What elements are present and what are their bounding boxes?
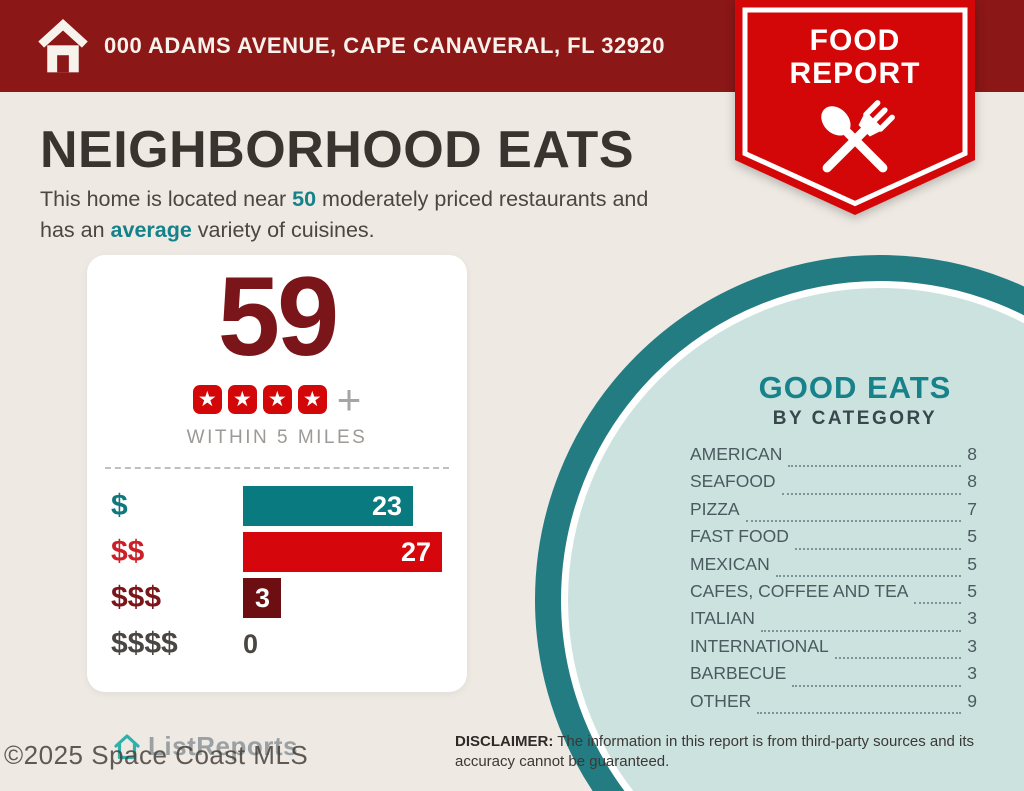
variety-highlight: average <box>110 218 192 242</box>
dot-leader <box>792 684 962 687</box>
mls-watermark: ©2025 Space Coast MLS <box>4 740 309 770</box>
bar-two-dollar: 27 <box>243 532 442 572</box>
bar-four-dollar: 0 <box>243 624 447 664</box>
dot-leader <box>757 711 962 714</box>
list-item: AMERICAN 8 <box>690 444 977 471</box>
star-icon: ★ <box>262 385 292 414</box>
list-item: INTERNATIONAL 3 <box>690 636 977 663</box>
category-label: BARBECUE <box>690 663 787 684</box>
dot-leader <box>788 465 962 468</box>
category-value: 3 <box>967 663 977 684</box>
star-icon: ★ <box>297 385 327 414</box>
category-label: PIZZA <box>690 498 740 519</box>
star-row: ★ ★ ★ ★ + <box>87 376 467 423</box>
good-eats-title: GOOD EATS <box>758 370 952 405</box>
category-value: 5 <box>967 526 977 547</box>
dot-leader <box>781 492 962 495</box>
category-value: 5 <box>967 553 977 574</box>
page-title: NEIGHBORHOOD EATS <box>40 121 635 179</box>
good-eats-category-list: AMERICAN 8 SEAFOOD 8 PIZZA 7 FAST FOOD 5 MEX… <box>690 444 977 718</box>
category-label: SEAFOOD <box>690 471 776 492</box>
bar-row-two-dollar: $$ 27 <box>111 529 447 575</box>
list-item: PIZZA 7 <box>690 499 977 526</box>
property-address: 000 ADAMS AVENUE, CAPE CANAVERAL, FL 329… <box>104 33 665 58</box>
list-item: ITALIAN 3 <box>690 608 977 635</box>
category-label: AMERICAN <box>690 444 783 464</box>
star-icon: ★ <box>227 385 257 414</box>
listreports-house-icon <box>114 733 140 759</box>
bar-value: 3 <box>254 582 270 613</box>
list-item: SEAFOOD 8 <box>690 471 977 498</box>
dashed-divider <box>105 467 449 469</box>
category-value: 7 <box>967 498 977 519</box>
home-icon <box>38 19 88 73</box>
category-label: FAST FOOD <box>690 526 789 547</box>
list-item: OTHER 9 <box>690 691 977 718</box>
category-value: 3 <box>967 608 977 629</box>
bar-row-three-dollar: $$$ 3 <box>111 575 447 621</box>
list-item: MEXICAN 5 <box>690 554 977 581</box>
listreports-wordmark: ListReports <box>148 731 298 761</box>
category-value: 8 <box>967 471 977 492</box>
ribbon-shape <box>735 0 975 215</box>
bar-value: 0 <box>243 628 259 659</box>
dot-leader <box>775 574 962 577</box>
radius-label: WITHIN 5 MILES <box>186 427 368 448</box>
star-icon: ★ <box>192 385 222 414</box>
good-eats-subtitle: BY CATEGORY <box>772 408 938 429</box>
dot-leader <box>745 520 962 523</box>
category-label: ITALIAN <box>690 608 755 629</box>
category-value: 5 <box>967 580 977 601</box>
disclaimer-label: DISCLAIMER: <box>455 733 554 750</box>
bar-one-dollar: 23 <box>243 486 413 526</box>
dot-leader <box>834 657 962 660</box>
dot-leader <box>760 629 962 632</box>
category-value: 3 <box>967 635 977 656</box>
restaurant-total-count: 59 <box>217 254 340 379</box>
bar-row-one-dollar: $ 23 <box>111 483 447 529</box>
price-tier-label: $ <box>111 489 128 522</box>
bar-value: 23 <box>371 490 402 521</box>
dot-leader <box>914 602 962 605</box>
spoon-fork-icon <box>821 100 895 173</box>
category-label: OTHER <box>690 690 752 711</box>
list-item: BARBECUE 3 <box>690 663 977 690</box>
category-label: CAFES, COFFEE AND TEA <box>690 580 909 601</box>
list-item: FAST FOOD 5 <box>690 526 977 553</box>
category-value: 8 <box>967 444 977 464</box>
price-tier-label: $$$$ <box>111 627 178 660</box>
restaurant-stats-card: 59 ★ ★ ★ ★ + WITHIN 5 MILES $ 23 $$ 27 <box>87 255 467 692</box>
restaurant-count-highlight: 50 <box>292 187 317 211</box>
category-label: MEXICAN <box>690 553 770 574</box>
plus-sign: + <box>336 376 362 423</box>
disclaimer: DISCLAIMER: The information in this repo… <box>455 733 975 770</box>
category-value: 9 <box>967 690 977 711</box>
food-report-ribbon: FOOD REPORT <box>735 0 975 215</box>
ribbon-title: FOOD REPORT <box>789 24 921 90</box>
bar-value: 27 <box>400 536 431 567</box>
bar-row-four-dollar: $$$$ 0 <box>111 621 447 667</box>
price-tier-label: $$$ <box>111 581 162 614</box>
price-tier-bar-chart: $ 23 $$ 27 $$$ 3 <box>111 483 447 667</box>
good-eats-header: GOOD EATS BY CATEGORY <box>690 370 1020 430</box>
bar-three-dollar: 3 <box>243 578 281 618</box>
price-tier-label: $$ <box>111 535 145 568</box>
category-label: INTERNATIONAL <box>690 635 829 656</box>
intro-text: This home is located near 50 moderately … <box>40 187 649 242</box>
dot-leader <box>794 547 962 550</box>
list-item: CAFES, COFFEE AND TEA 5 <box>690 581 977 608</box>
listreports-logo: ListReports <box>112 731 298 762</box>
